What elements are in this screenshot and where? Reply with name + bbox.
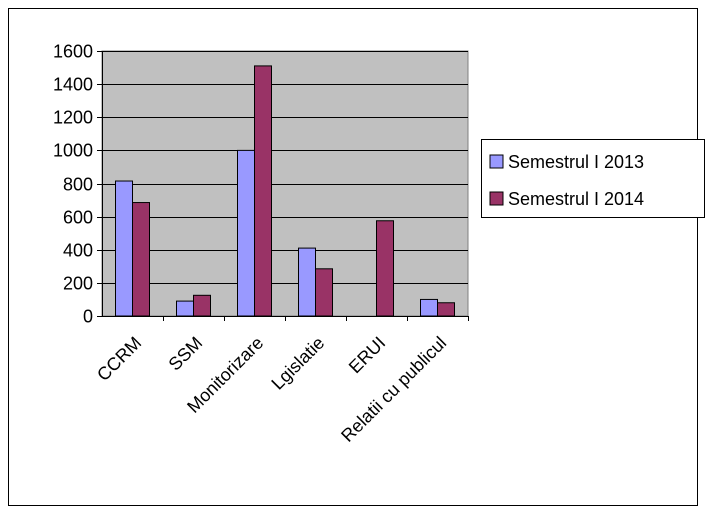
bar — [437, 302, 455, 317]
bar — [237, 149, 255, 317]
y-tick-label: 1200 — [53, 108, 93, 128]
y-tick-label: 1600 — [53, 42, 93, 62]
bar — [115, 180, 133, 317]
y-tick-label: 800 — [63, 175, 93, 195]
y-tick-label: 1000 — [53, 141, 93, 161]
y-tick-label: 200 — [63, 274, 93, 294]
legend-label: Semestrul I 2014 — [508, 189, 644, 209]
legend: Semestrul I 2013 Semestrul I 2014 — [481, 139, 705, 218]
y-tick-label: 600 — [63, 208, 93, 228]
y-tick-label: 1400 — [53, 75, 93, 95]
legend-label: Semestrul I 2013 — [508, 152, 644, 172]
legend-swatch — [489, 154, 504, 169]
legend-swatch — [489, 191, 504, 206]
bar — [315, 268, 333, 317]
bar — [298, 247, 316, 317]
axes — [97, 51, 469, 321]
bar — [420, 298, 438, 317]
gridlines — [102, 51, 468, 284]
bars — [115, 65, 455, 317]
bar — [193, 294, 211, 317]
bar — [254, 65, 272, 317]
y-tick-labels: 0 200 400 600 800 1000 1200 1400 1600 — [53, 42, 93, 327]
y-tick-label: 0 — [83, 307, 93, 327]
y-tick-label: 400 — [63, 241, 93, 261]
bar — [176, 300, 194, 317]
bar — [376, 220, 394, 317]
bar — [132, 202, 150, 317]
plot-area — [101, 50, 469, 317]
legend-box — [481, 139, 705, 218]
